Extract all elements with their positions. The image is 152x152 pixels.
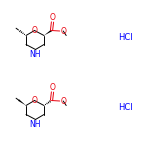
Text: O: O bbox=[50, 12, 55, 21]
Polygon shape bbox=[18, 99, 26, 105]
Text: O: O bbox=[50, 83, 55, 92]
Text: O: O bbox=[32, 26, 37, 35]
Text: O: O bbox=[32, 96, 37, 105]
Text: O: O bbox=[60, 97, 66, 105]
Text: HCl: HCl bbox=[118, 104, 133, 112]
Polygon shape bbox=[44, 30, 52, 36]
Text: NH: NH bbox=[30, 50, 41, 59]
Text: HCl: HCl bbox=[118, 33, 133, 43]
Text: O: O bbox=[60, 26, 66, 36]
Text: NH: NH bbox=[30, 120, 41, 129]
